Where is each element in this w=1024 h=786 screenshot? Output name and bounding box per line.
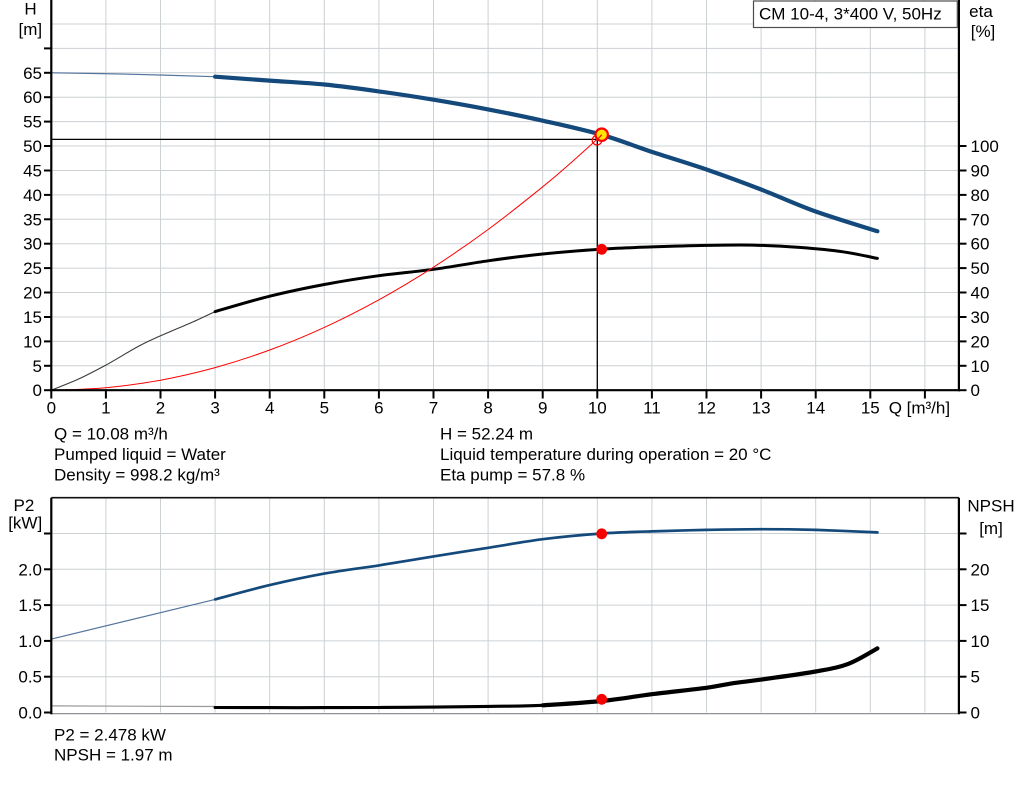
svg-text:12: 12 xyxy=(697,399,716,418)
svg-text:H: H xyxy=(24,0,36,19)
svg-text:60: 60 xyxy=(23,88,42,107)
svg-text:15: 15 xyxy=(861,399,880,418)
svg-text:Pumped liquid = Water: Pumped liquid = Water xyxy=(54,445,226,464)
svg-text:Liquid temperature during oper: Liquid temperature during operation = 20… xyxy=(440,445,771,464)
svg-text:NPSH: NPSH xyxy=(967,497,1014,516)
svg-text:20: 20 xyxy=(23,284,42,303)
svg-text:90: 90 xyxy=(971,162,990,181)
svg-text:15: 15 xyxy=(23,308,42,327)
svg-text:1: 1 xyxy=(101,399,110,418)
svg-text:CM 10-4, 3*400 V, 50Hz: CM 10-4, 3*400 V, 50Hz xyxy=(759,5,942,24)
svg-text:NPSH = 1.97 m: NPSH = 1.97 m xyxy=(54,746,173,765)
svg-text:50: 50 xyxy=(971,259,990,278)
svg-text:0: 0 xyxy=(33,381,42,400)
svg-text:2.0: 2.0 xyxy=(18,560,42,579)
svg-text:[%]: [%] xyxy=(971,22,996,41)
svg-text:45: 45 xyxy=(23,162,42,181)
svg-text:0.0: 0.0 xyxy=(18,704,42,723)
svg-text:10: 10 xyxy=(23,332,42,351)
svg-text:5: 5 xyxy=(320,399,329,418)
svg-text:65: 65 xyxy=(23,64,42,83)
svg-text:100: 100 xyxy=(971,137,999,156)
svg-text:7: 7 xyxy=(429,399,438,418)
svg-text:[m]: [m] xyxy=(18,20,42,39)
svg-text:20: 20 xyxy=(971,332,990,351)
svg-text:6: 6 xyxy=(374,399,383,418)
svg-text:30: 30 xyxy=(971,308,990,327)
svg-text:20: 20 xyxy=(971,560,990,579)
svg-text:25: 25 xyxy=(23,259,42,278)
svg-text:Density = 998.2 kg/m³: Density = 998.2 kg/m³ xyxy=(54,465,220,484)
svg-text:5: 5 xyxy=(33,357,42,376)
svg-text:10: 10 xyxy=(971,357,990,376)
svg-text:eta: eta xyxy=(969,2,993,21)
svg-text:4: 4 xyxy=(265,399,274,418)
svg-text:1.0: 1.0 xyxy=(18,632,42,651)
svg-text:Eta pump = 57.8 %: Eta pump = 57.8 % xyxy=(440,465,585,484)
svg-text:11: 11 xyxy=(643,399,661,418)
svg-text:40: 40 xyxy=(971,284,990,303)
svg-text:5: 5 xyxy=(971,668,980,687)
svg-text:80: 80 xyxy=(971,186,990,205)
svg-text:0.5: 0.5 xyxy=(18,668,42,687)
svg-text:2: 2 xyxy=(156,399,165,418)
svg-text:Q [m³/h]: Q [m³/h] xyxy=(889,399,950,418)
svg-text:9: 9 xyxy=(538,399,547,418)
svg-text:50: 50 xyxy=(23,137,42,156)
svg-text:70: 70 xyxy=(971,210,990,229)
svg-text:H = 52.24 m: H = 52.24 m xyxy=(440,425,533,444)
svg-text:10: 10 xyxy=(588,399,607,418)
svg-text:30: 30 xyxy=(23,235,42,254)
svg-text:0: 0 xyxy=(971,704,980,723)
svg-text:35: 35 xyxy=(23,210,42,229)
svg-text:P2 = 2.478 kW: P2 = 2.478 kW xyxy=(54,725,166,744)
svg-text:P2: P2 xyxy=(14,496,35,515)
svg-text:10: 10 xyxy=(971,632,990,651)
svg-text:0: 0 xyxy=(971,381,980,400)
svg-text:Q = 10.08 m³/h: Q = 10.08 m³/h xyxy=(54,425,168,444)
svg-text:1.5: 1.5 xyxy=(18,596,42,615)
svg-text:40: 40 xyxy=(23,186,42,205)
svg-text:15: 15 xyxy=(971,596,990,615)
svg-text:13: 13 xyxy=(752,399,771,418)
svg-text:[kW]: [kW] xyxy=(8,514,42,533)
svg-text:60: 60 xyxy=(971,235,990,254)
svg-text:3: 3 xyxy=(210,399,219,418)
svg-text:14: 14 xyxy=(806,399,825,418)
svg-text:55: 55 xyxy=(23,113,42,132)
svg-text:[m]: [m] xyxy=(979,519,1003,538)
svg-text:8: 8 xyxy=(483,399,492,418)
svg-text:0: 0 xyxy=(47,399,56,418)
